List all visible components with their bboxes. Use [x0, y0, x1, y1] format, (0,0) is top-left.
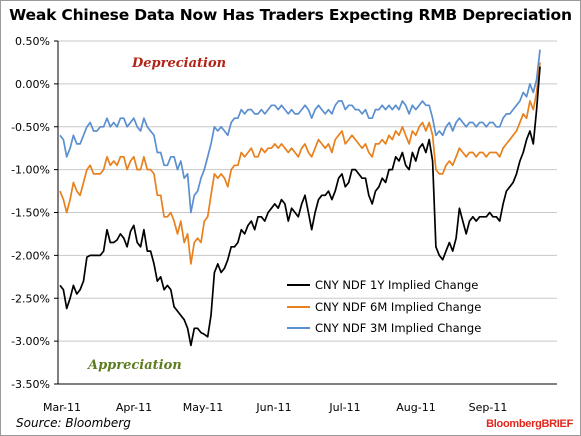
axes: 0.50% 0.00% -0.50% -1.00% -1.50% -2.00% -2.50%…: [11, 35, 557, 414]
y-tick-label: -0.50%: [11, 121, 50, 134]
x-tick-label: Jul-11: [328, 401, 360, 414]
x-tick-label: Mar-11: [43, 401, 81, 414]
y-tick-label: -3.00%: [11, 335, 50, 348]
x-tick-label: Aug-11: [396, 401, 435, 414]
y-tick-label: -1.50%: [11, 207, 50, 220]
legend-label: CNY NDF 1Y Implied Change: [315, 278, 478, 292]
chart-title: Weak Chinese Data Now Has Traders Expect…: [9, 6, 572, 24]
x-tick-label: Apr-11: [116, 401, 152, 414]
y-tick-label: -1.00%: [11, 164, 50, 177]
depreciation-annotation: Depreciation: [131, 56, 226, 71]
y-tick-label: -2.50%: [11, 292, 50, 305]
gridlines: [58, 40, 557, 385]
y-tick-label: -3.50%: [11, 378, 50, 391]
x-tick-label: Jun-11: [255, 401, 291, 414]
y-tick-label: -2.00%: [11, 249, 50, 262]
y-tick-label: 0.50%: [15, 35, 50, 48]
x-tick-label: May-11: [183, 401, 224, 414]
series-line-6m: [59, 62, 541, 265]
brand-logo: BloombergBRIEF: [486, 418, 573, 430]
series-line-1y: [59, 66, 541, 347]
legend-label: CNY NDF 6M Implied Change: [315, 300, 481, 314]
y-tick-label: 0.00%: [15, 78, 50, 91]
legend-label: CNY NDF 3M Implied Change: [315, 321, 481, 335]
x-tick-label: Sep-11: [469, 401, 508, 414]
legend: CNY NDF 1Y Implied Change CNY NDF 6M Impl…: [287, 278, 481, 335]
series-lines: [59, 49, 541, 347]
series-line-3m: [59, 49, 541, 214]
appreciation-annotation: Appreciation: [86, 358, 182, 373]
source-note: Source: Bloomberg: [16, 416, 131, 430]
